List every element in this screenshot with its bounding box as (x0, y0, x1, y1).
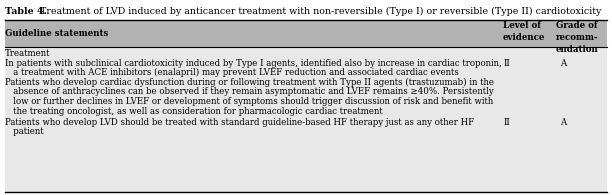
Text: Guideline statements: Guideline statements (5, 29, 108, 38)
Text: Patients who develop cardiac dysfunction during or following treatment with Type: Patients who develop cardiac dysfunction… (5, 78, 494, 87)
Text: low or further declines in LVEF or development of symptoms should trigger discus: low or further declines in LVEF or devel… (5, 97, 493, 106)
Text: In patients with subclinical cardiotoxicity induced by Type I agents, identified: In patients with subclinical cardiotoxic… (5, 58, 502, 67)
Text: Grade of
recomm-
endation: Grade of recomm- endation (556, 21, 599, 54)
Bar (5, 47, 607, 192)
Text: Patients who develop LVD should be treated with standard guideline-based HF ther: Patients who develop LVD should be treat… (5, 118, 474, 127)
Text: Treatment: Treatment (5, 49, 50, 58)
Text: a treatment with ACE inhibitors (enalapril) may prevent LVEF reduction and assoc: a treatment with ACE inhibitors (enalapr… (5, 68, 459, 77)
Text: patient: patient (5, 128, 43, 136)
Text: Level of
evidence: Level of evidence (503, 21, 545, 42)
Text: A: A (560, 118, 566, 127)
Text: II: II (503, 58, 510, 67)
Bar (5, 20, 607, 47)
Text: A: A (560, 58, 566, 67)
Text: Treatment of LVD induced by anticancer treatment with non-reversible (Type I) or: Treatment of LVD induced by anticancer t… (34, 7, 601, 16)
Text: the treating oncologist, as well as consideration for pharmacologic cardiac trea: the treating oncologist, as well as cons… (5, 106, 382, 115)
Text: Table 4.: Table 4. (5, 7, 47, 16)
Text: absence of anthracyclines can be observed if they remain asymptomatic and LVEF r: absence of anthracyclines can be observe… (5, 88, 494, 97)
Text: II: II (503, 118, 510, 127)
